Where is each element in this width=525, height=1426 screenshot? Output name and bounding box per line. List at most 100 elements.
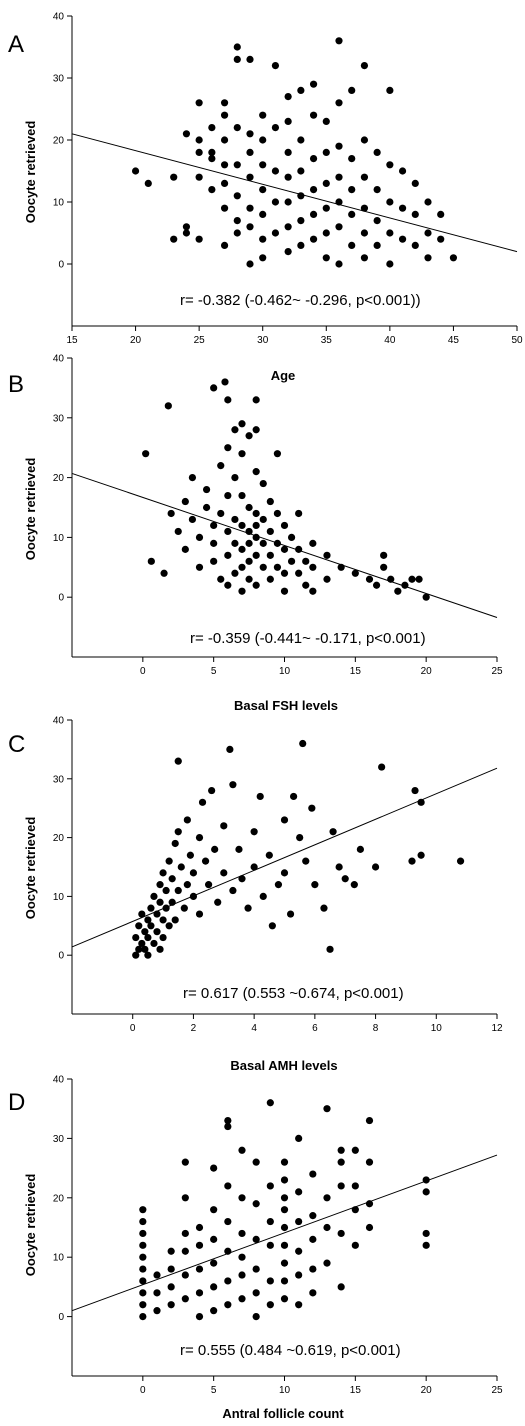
data-point [238, 1295, 246, 1303]
data-point [174, 886, 182, 895]
panel-letter: B [8, 371, 24, 398]
y-axis-label: Oocyte retrieved [23, 1174, 38, 1277]
data-point [139, 1313, 147, 1321]
data-point [380, 551, 388, 559]
data-point [351, 1182, 359, 1190]
data-point [422, 1188, 430, 1196]
data-point [371, 863, 380, 871]
data-point [153, 1289, 161, 1297]
data-point [224, 396, 232, 404]
data-point [238, 521, 246, 530]
y-tick-label: 40 [53, 354, 65, 365]
data-point [309, 1265, 317, 1273]
data-point [181, 497, 189, 506]
data-point [365, 1223, 374, 1232]
plot-area: 0 10 20 30 40 15 20 25 30 35 40 45 50 [53, 12, 523, 347]
data-point [323, 1105, 331, 1113]
data-point [210, 1283, 218, 1291]
y-tick-label: 20 [53, 136, 65, 147]
data-point [201, 857, 210, 865]
data-point [246, 260, 254, 268]
data-point [295, 1217, 303, 1226]
data-point [351, 1241, 359, 1249]
plot-area: 0 10 20 30 40 0 2 4 6 8 10 12 [53, 716, 503, 1035]
data-point [131, 167, 140, 175]
data-point [250, 863, 258, 871]
data-point [360, 229, 369, 237]
data-point [295, 1134, 303, 1142]
data-point [259, 186, 267, 194]
correlation-annotation: r= 0.555 (0.484 ~0.619, p<0.001) [180, 1342, 401, 1359]
data-point [181, 1271, 189, 1279]
data-point [188, 474, 197, 482]
data-point [386, 260, 394, 268]
data-point [229, 886, 237, 895]
data-point [266, 1301, 274, 1309]
plot-area: 0 10 20 30 40 0 5 10 15 20 25 [53, 354, 503, 678]
data-point [224, 551, 232, 559]
data-point [156, 881, 164, 889]
data-point [422, 1229, 430, 1238]
data-point [259, 254, 267, 262]
data-point [259, 111, 267, 119]
data-point [233, 124, 241, 132]
data-point [337, 1158, 345, 1166]
data-point [373, 241, 381, 249]
x-tick-label: 10 [279, 1385, 291, 1396]
data-point [181, 1295, 189, 1303]
data-point [411, 179, 419, 187]
data-point [181, 545, 189, 553]
data-point [252, 509, 260, 518]
data-point [417, 798, 425, 806]
data-point [205, 881, 213, 889]
data-point [224, 444, 232, 452]
data-point [210, 1235, 218, 1243]
data-point [224, 581, 232, 589]
data-point [181, 1158, 189, 1166]
x-axis-label: Age [271, 368, 296, 383]
data-point [235, 845, 243, 853]
data-point [271, 229, 280, 237]
data-point [252, 1158, 260, 1166]
data-point [365, 1200, 374, 1208]
data-point [271, 124, 280, 132]
data-point [348, 86, 356, 94]
data-point [220, 179, 229, 187]
data-point [280, 1241, 289, 1249]
data-point [348, 210, 356, 218]
data-point [202, 503, 211, 512]
data-point [297, 192, 305, 200]
data-point [252, 533, 260, 542]
data-point [284, 173, 292, 181]
data-point [309, 210, 318, 218]
y-tick-label: 30 [53, 74, 65, 85]
data-point [274, 881, 283, 889]
data-point [386, 86, 394, 94]
data-point [245, 557, 253, 565]
data-point [309, 1170, 317, 1178]
y-axis-label: Oocyte retrieved [23, 817, 38, 920]
data-point [168, 875, 176, 883]
data-point [144, 916, 152, 924]
data-point [302, 581, 310, 589]
data-point [280, 569, 289, 577]
data-point [252, 1265, 260, 1273]
data-point [373, 186, 381, 194]
data-point [138, 939, 146, 948]
data-point [365, 1158, 374, 1166]
data-point [238, 563, 246, 571]
data-point [387, 575, 395, 583]
data-point [280, 587, 289, 595]
regression-line [71, 133, 518, 253]
data-point [348, 241, 356, 249]
data-point [280, 545, 289, 553]
data-point [259, 539, 267, 547]
data-point [208, 148, 216, 156]
data-point [208, 155, 216, 163]
data-point [238, 491, 246, 500]
data-point [456, 857, 465, 865]
data-point [150, 939, 158, 948]
data-point [297, 241, 305, 249]
data-point [164, 402, 172, 410]
data-point [224, 1277, 232, 1285]
